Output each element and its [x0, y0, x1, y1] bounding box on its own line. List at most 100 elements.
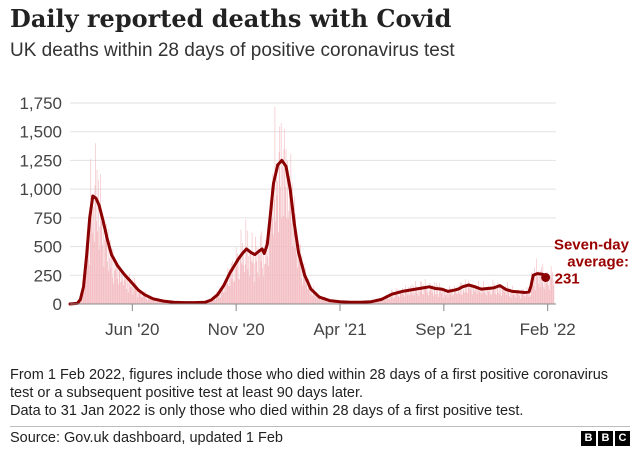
daily-death-bar — [141, 292, 143, 304]
daily-death-bar — [451, 287, 453, 304]
daily-death-bar — [504, 291, 506, 304]
daily-death-bar — [290, 153, 292, 304]
annotation-line: Seven-day — [554, 236, 630, 253]
deaths-chart: 0 250 500 750 1,000 1,250 1,500 1,750 Jun '20 No… — [19, 94, 630, 339]
daily-death-bar — [275, 221, 276, 304]
daily-death-bar — [129, 273, 130, 304]
daily-death-bar — [234, 280, 236, 304]
daily-death-bar — [276, 195, 278, 304]
daily-death-bar — [546, 284, 548, 304]
daily-death-bar — [481, 294, 483, 304]
daily-death-bar — [534, 290, 536, 304]
daily-death-bar — [245, 219, 247, 304]
daily-death-bar — [254, 263, 256, 304]
daily-death-bar — [262, 254, 264, 304]
daily-death-bar — [534, 267, 535, 304]
daily-death-bar — [410, 286, 411, 304]
daily-death-bar — [519, 295, 520, 304]
daily-death-bar — [472, 288, 474, 304]
daily-death-bar — [294, 248, 296, 304]
daily-death-bar — [501, 296, 502, 304]
daily-death-bar — [551, 278, 553, 304]
daily-death-bar — [505, 295, 507, 304]
daily-death-bar — [510, 298, 512, 304]
footnote-line-1: From 1 Feb 2022, figures include those w… — [10, 367, 609, 401]
daily-death-bar — [425, 288, 427, 304]
daily-death-bar — [532, 275, 534, 304]
daily-death-bar — [533, 286, 535, 304]
daily-death-bar — [503, 288, 504, 304]
daily-death-bar — [461, 282, 463, 304]
daily-death-bar — [130, 278, 132, 304]
daily-death-bar — [246, 230, 248, 304]
daily-death-bar — [507, 290, 509, 304]
daily-death-bar — [519, 290, 521, 304]
daily-death-bar — [300, 244, 301, 304]
daily-death-bar — [134, 288, 136, 304]
daily-death-bar — [470, 290, 472, 304]
daily-death-bar — [487, 285, 489, 304]
daily-death-bar — [322, 299, 323, 304]
daily-death-bar — [480, 286, 482, 304]
daily-death-bar — [138, 291, 139, 304]
daily-death-bar — [394, 297, 395, 304]
daily-death-bar — [323, 300, 325, 304]
daily-death-bar — [414, 291, 416, 304]
daily-death-bar — [418, 296, 420, 304]
daily-death-bar — [469, 287, 470, 304]
daily-death-bar — [408, 287, 409, 304]
y-tick-label: 750 — [34, 209, 62, 228]
footnote-line-2: Data to 31 Jan 2022 is only those who di… — [10, 403, 524, 419]
daily-death-bar — [146, 294, 148, 304]
daily-death-bar — [402, 288, 403, 304]
daily-death-bar — [476, 287, 477, 304]
daily-death-bar — [143, 291, 145, 304]
daily-death-bar — [104, 239, 105, 304]
daily-death-bar — [155, 301, 157, 304]
chart-subtitle: UK deaths within 28 days of positive cor… — [10, 40, 455, 61]
daily-death-bar — [116, 262, 117, 304]
daily-death-bar — [512, 285, 513, 304]
daily-death-bar — [134, 278, 135, 304]
daily-death-bar — [107, 229, 109, 304]
daily-death-bar — [115, 269, 116, 304]
daily-death-bar — [473, 285, 474, 304]
daily-death-bar — [90, 158, 92, 304]
daily-death-bar — [303, 266, 304, 304]
daily-death-bar — [109, 240, 111, 304]
daily-death-bar — [232, 260, 233, 304]
daily-death-bar — [307, 284, 309, 304]
daily-death-bar — [249, 253, 251, 304]
daily-death-bar — [306, 281, 308, 304]
daily-death-bar — [514, 291, 516, 304]
daily-death-bar — [485, 292, 486, 304]
daily-death-bar — [283, 148, 285, 304]
chart-title: Daily reported deaths with Covid — [10, 4, 452, 33]
daily-death-bar — [540, 270, 542, 304]
x-tick-label: Nov '20 — [208, 320, 265, 339]
daily-death-bar — [278, 152, 280, 304]
daily-death-bar — [131, 286, 132, 304]
daily-death-bar — [221, 285, 222, 304]
daily-death-bar — [500, 285, 501, 304]
daily-death-bar — [220, 288, 222, 304]
daily-death-bar — [325, 298, 327, 304]
daily-death-bar — [505, 286, 506, 304]
daily-death-bar — [466, 286, 467, 304]
daily-death-bar — [450, 288, 452, 304]
daily-death-bar — [89, 264, 90, 304]
daily-death-bar — [541, 267, 542, 304]
daily-death-bar — [267, 233, 269, 304]
daily-death-bar — [217, 291, 219, 304]
daily-death-bar — [552, 285, 554, 304]
daily-death-bar — [471, 294, 473, 304]
daily-death-bar — [91, 195, 93, 304]
daily-death-bar — [229, 286, 231, 304]
daily-death-bar — [411, 292, 412, 304]
daily-death-bar — [86, 271, 87, 304]
daily-death-bar — [210, 301, 211, 304]
daily-death-bar — [301, 255, 303, 304]
footer-divider — [10, 426, 630, 427]
daily-death-bar — [308, 278, 310, 304]
daily-death-bar — [510, 288, 511, 304]
